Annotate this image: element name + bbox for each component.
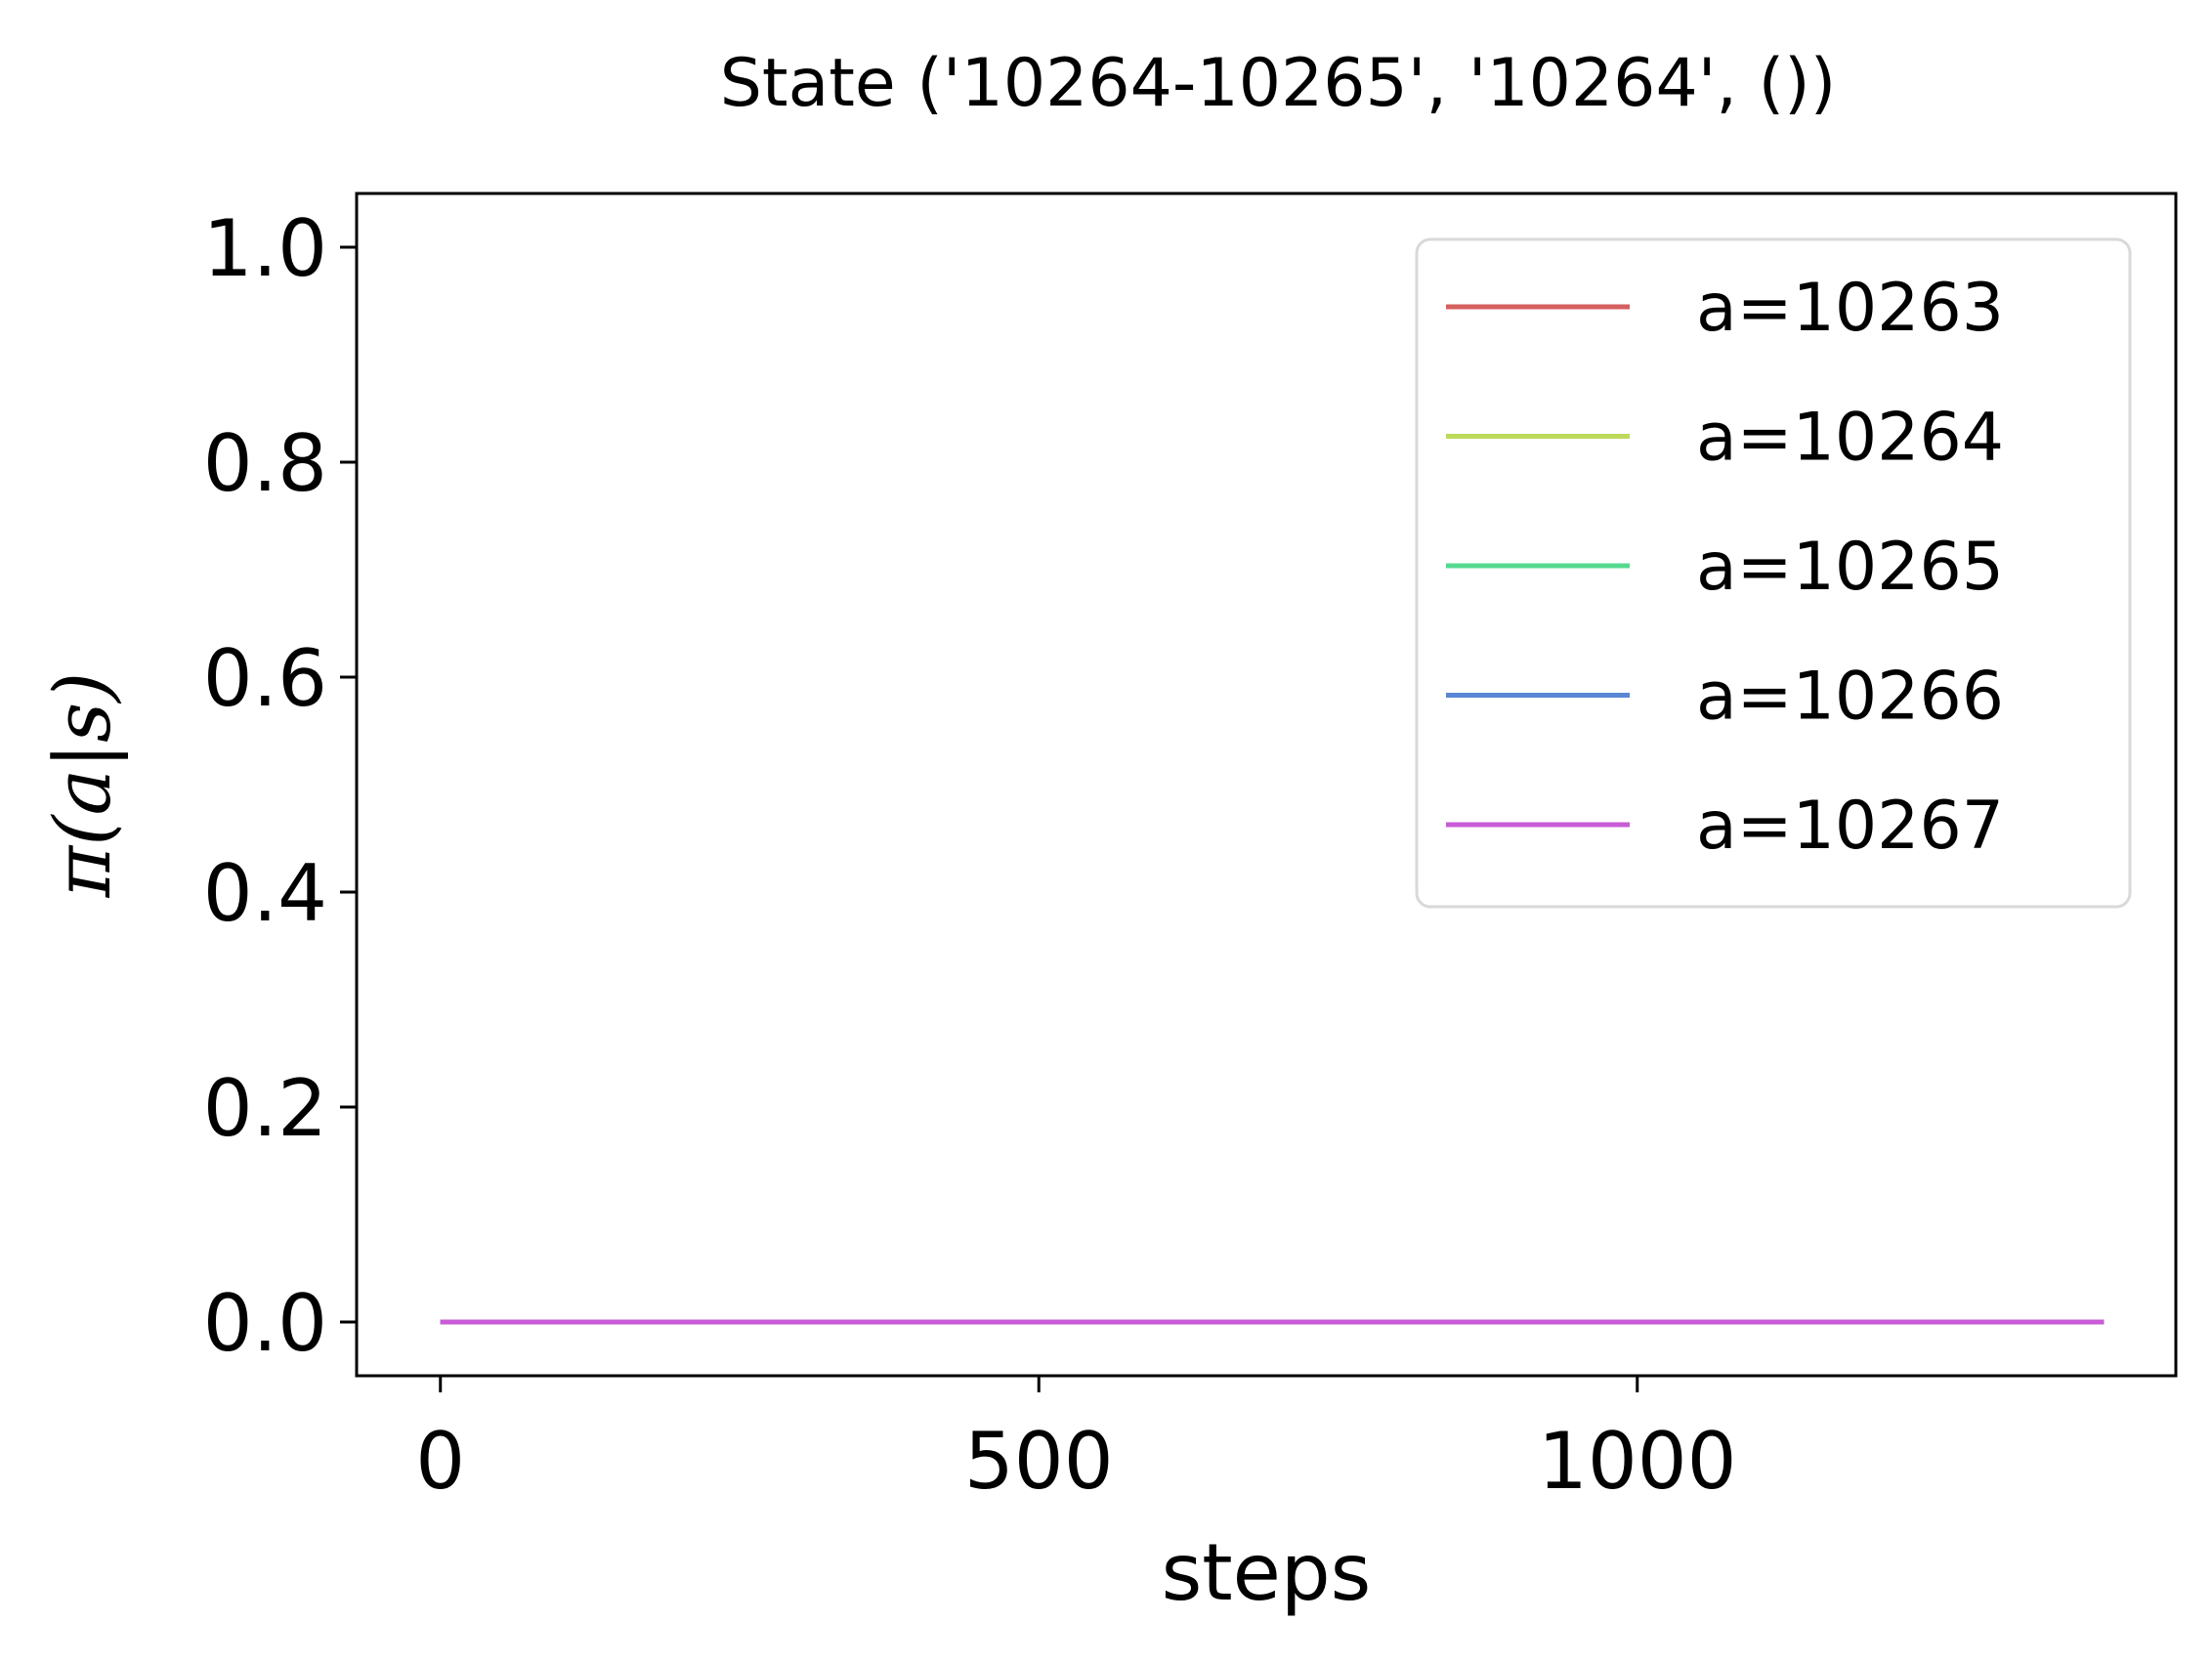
y-tick-label: 1.0 bbox=[203, 203, 327, 294]
x-tick-label: 500 bbox=[964, 1416, 1114, 1507]
legend-label: a=10264 bbox=[1696, 400, 2004, 477]
legend-label: a=10263 bbox=[1696, 270, 2004, 347]
x-tick-label: 1000 bbox=[1538, 1416, 1737, 1507]
y-tick-label: 0.0 bbox=[203, 1278, 327, 1369]
y-axis-label: π(a|s) bbox=[37, 672, 128, 899]
y-axis: 0.0 0.2 0.4 0.6 0.8 1.0 bbox=[203, 203, 357, 1369]
y-tick-label: 0.6 bbox=[203, 633, 327, 724]
legend-box bbox=[1415, 237, 2132, 909]
legend-label: a=10265 bbox=[1696, 529, 2004, 606]
legend-label: a=10266 bbox=[1696, 659, 2004, 736]
legend-items: a=10263 a=10264 a=10265 a=10266 a=10267 bbox=[1446, 270, 2004, 865]
legend: a=10263 a=10264 a=10265 a=10266 a=10267 bbox=[1415, 237, 2132, 909]
x-tick-label: 0 bbox=[415, 1416, 465, 1507]
chart-title: State ('10264-10265', '10264', ()) bbox=[720, 45, 1836, 122]
y-tick-label: 0.4 bbox=[203, 848, 327, 939]
x-axis: 0 500 1000 bbox=[415, 1376, 1737, 1507]
legend-label: a=10267 bbox=[1696, 788, 2004, 865]
x-axis-label: steps bbox=[1162, 1527, 1372, 1618]
y-tick-label: 0.2 bbox=[203, 1063, 327, 1154]
y-tick-label: 0.8 bbox=[203, 418, 327, 509]
